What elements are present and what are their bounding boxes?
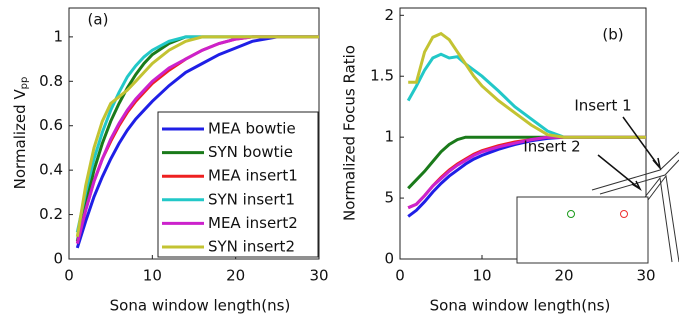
legend-label: MEA bowtie — [208, 120, 296, 138]
y-tick-label: 1 — [384, 128, 394, 146]
inset — [516, 116, 679, 264]
legend-label: MEA insert2 — [208, 214, 298, 232]
inset-line — [647, 174, 679, 263]
inset-marker — [567, 210, 575, 218]
y-tick-label: 0.4 — [39, 161, 63, 179]
legend-label: SYN insert1 — [208, 190, 295, 208]
inset-line — [591, 151, 679, 191]
y-axis-label: Normalized Vpp — [11, 77, 31, 190]
legend-label: SYN insert2 — [208, 238, 295, 256]
inset-line — [644, 176, 673, 263]
data-line — [75, 35, 319, 244]
y-tick-label: 1 — [53, 27, 63, 45]
data-line — [75, 35, 319, 249]
y-tick-label: 1.5 — [370, 67, 394, 85]
data-line — [408, 31, 646, 139]
legend-label: SYN bowtie — [208, 143, 293, 161]
panel-label: (b) — [602, 26, 623, 44]
x-tick-label: 0 — [395, 267, 405, 285]
y-tick-label: 0.6 — [39, 116, 63, 134]
x-tick-label: 30 — [636, 267, 655, 285]
x-axis-label: Sona window length(ns) — [110, 297, 291, 315]
plot-frame — [68, 7, 320, 260]
x-tick-label: 20 — [226, 267, 245, 285]
y-axis-label: Normalized Focus Ratio — [341, 45, 359, 221]
y-tick-label: 0 — [384, 250, 394, 268]
legend: MEA bowtie SYN bowtie MEA insert1 SYN inser… — [157, 111, 319, 258]
arrow — [597, 154, 642, 192]
panel-label: (a) — [88, 11, 109, 29]
inset-box — [516, 196, 649, 264]
x-tick-label: 0 — [64, 267, 74, 285]
annotation: Insert 1 — [574, 97, 631, 115]
y-label-subscript: pp — [19, 77, 30, 90]
y-tick-label: 0.8 — [39, 72, 63, 90]
inset-line — [599, 159, 679, 195]
x-axis-label: Sona window length(ns) — [430, 297, 611, 315]
x-tick-label: 10 — [472, 267, 491, 285]
y-label-main: Normalized V — [11, 89, 29, 190]
x-tick-label: 10 — [143, 267, 162, 285]
legend-box — [157, 111, 319, 258]
x-tick-label: 20 — [554, 267, 573, 285]
x-tick-label: 30 — [309, 267, 328, 285]
data-line — [75, 35, 319, 238]
y-tick-label: 0 — [53, 250, 63, 268]
inset-marker — [620, 210, 628, 218]
y-tick-label: 0.2 — [39, 205, 63, 223]
y-tick-label: 5 — [384, 189, 394, 207]
legend-label: MEA insert1 — [208, 167, 298, 185]
annotation: Insert 2 — [523, 138, 580, 156]
arrow — [622, 116, 662, 171]
y-tick-label: 2 — [384, 6, 394, 24]
